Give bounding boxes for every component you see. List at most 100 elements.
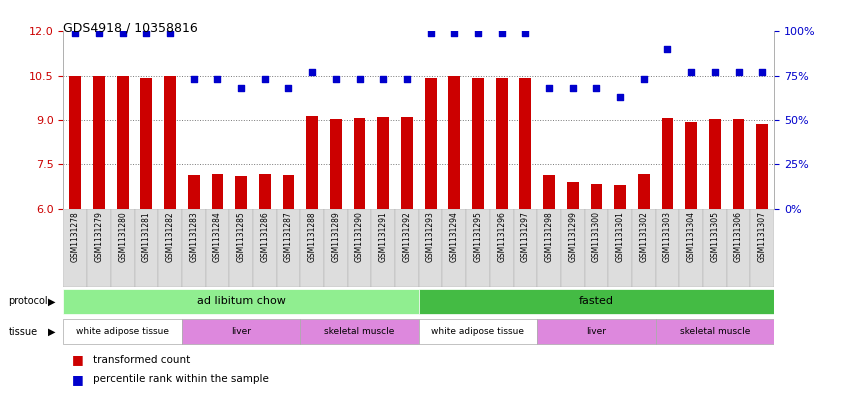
Bar — [425, 78, 437, 209]
Text: ▶: ▶ — [48, 296, 56, 307]
Point — [187, 76, 201, 83]
Bar — [466, 209, 490, 287]
Bar — [585, 209, 608, 287]
Bar — [395, 209, 419, 287]
Bar — [69, 76, 81, 209]
Bar — [235, 176, 247, 209]
Text: GSM1131305: GSM1131305 — [711, 211, 719, 262]
Bar — [472, 78, 484, 209]
Bar — [300, 209, 324, 287]
Text: GSM1131295: GSM1131295 — [474, 211, 482, 262]
Text: ad libitum chow: ad libitum chow — [196, 296, 286, 307]
Point — [684, 69, 698, 75]
Bar — [614, 185, 626, 209]
Bar — [543, 175, 555, 209]
Text: white adipose tissue: white adipose tissue — [431, 327, 525, 336]
Bar — [419, 319, 537, 344]
Point — [376, 76, 390, 83]
Text: fasted: fasted — [579, 296, 614, 307]
Text: GSM1131283: GSM1131283 — [190, 211, 198, 262]
Bar — [656, 209, 679, 287]
Bar — [591, 184, 602, 209]
Bar — [135, 209, 158, 287]
Point — [471, 30, 485, 37]
Text: GSM1131280: GSM1131280 — [118, 211, 127, 262]
Bar — [111, 209, 135, 287]
Text: percentile rank within the sample: percentile rank within the sample — [93, 374, 269, 384]
Bar — [377, 116, 389, 209]
Bar — [567, 182, 579, 209]
Bar — [229, 209, 253, 287]
Point — [637, 76, 651, 83]
Text: GSM1131306: GSM1131306 — [734, 211, 743, 262]
Bar — [401, 116, 413, 209]
Bar — [158, 209, 182, 287]
Text: GSM1131302: GSM1131302 — [640, 211, 648, 262]
Bar — [490, 209, 514, 287]
Point — [258, 76, 272, 83]
Text: GSM1131298: GSM1131298 — [545, 211, 553, 262]
Bar — [182, 319, 300, 344]
Text: GDS4918 / 10358816: GDS4918 / 10358816 — [63, 22, 198, 35]
Bar — [638, 174, 650, 209]
Bar — [63, 289, 419, 314]
Text: GSM1131278: GSM1131278 — [71, 211, 80, 262]
Bar — [348, 209, 371, 287]
Text: protocol: protocol — [8, 296, 48, 307]
Point — [590, 85, 603, 91]
Text: GSM1131285: GSM1131285 — [237, 211, 245, 262]
Bar — [442, 209, 466, 287]
Bar — [662, 118, 673, 209]
Bar — [371, 209, 395, 287]
Bar — [514, 209, 537, 287]
Point — [519, 30, 532, 37]
Point — [211, 76, 224, 83]
Bar — [277, 209, 300, 287]
Bar — [354, 118, 365, 209]
Text: ■: ■ — [72, 353, 84, 366]
Bar — [87, 209, 111, 287]
Point — [424, 30, 437, 37]
Text: GSM1131307: GSM1131307 — [758, 211, 766, 262]
Bar — [750, 209, 774, 287]
Point — [329, 76, 343, 83]
Text: GSM1131284: GSM1131284 — [213, 211, 222, 262]
Text: skeletal muscle: skeletal muscle — [324, 327, 395, 336]
Point — [495, 30, 508, 37]
Text: transformed count: transformed count — [93, 354, 190, 365]
Bar — [188, 175, 200, 209]
Text: GSM1131300: GSM1131300 — [592, 211, 601, 262]
Text: GSM1131290: GSM1131290 — [355, 211, 364, 262]
Point — [708, 69, 722, 75]
Text: GSM1131299: GSM1131299 — [569, 211, 577, 262]
Text: GSM1131304: GSM1131304 — [687, 211, 695, 262]
Point — [140, 30, 153, 37]
Point — [116, 30, 129, 37]
Bar — [212, 174, 223, 209]
Bar — [656, 319, 774, 344]
Point — [353, 76, 366, 83]
Text: ▶: ▶ — [48, 327, 56, 337]
Bar — [140, 78, 152, 209]
Text: GSM1131294: GSM1131294 — [450, 211, 459, 262]
Bar — [537, 319, 656, 344]
Point — [755, 69, 769, 75]
Point — [661, 46, 674, 52]
Bar — [300, 319, 419, 344]
Bar — [419, 289, 774, 314]
Text: GSM1131292: GSM1131292 — [403, 211, 411, 262]
Text: tissue: tissue — [8, 327, 37, 337]
Text: liver: liver — [231, 327, 251, 336]
Text: skeletal muscle: skeletal muscle — [679, 327, 750, 336]
Point — [613, 94, 627, 100]
Bar — [253, 209, 277, 287]
Point — [234, 85, 248, 91]
Text: GSM1131296: GSM1131296 — [497, 211, 506, 262]
Bar — [324, 209, 348, 287]
Text: liver: liver — [586, 327, 607, 336]
Bar — [419, 209, 442, 287]
Point — [400, 76, 414, 83]
Bar — [709, 119, 721, 209]
Text: GSM1131293: GSM1131293 — [426, 211, 435, 262]
Bar — [306, 116, 318, 209]
